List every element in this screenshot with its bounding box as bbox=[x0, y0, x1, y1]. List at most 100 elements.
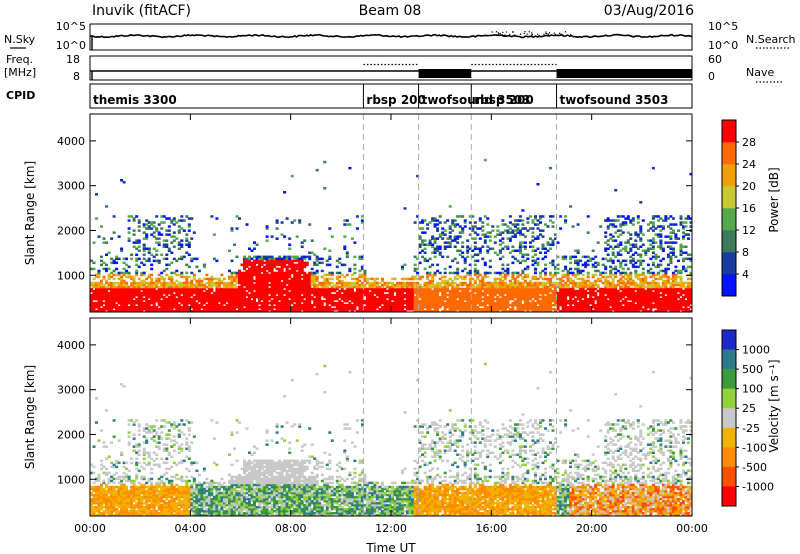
power-cell bbox=[258, 299, 262, 303]
power-cell bbox=[438, 285, 442, 289]
power-cell bbox=[160, 271, 164, 275]
power-cell bbox=[539, 289, 542, 293]
power-cell bbox=[228, 283, 231, 287]
power-cell bbox=[278, 285, 282, 289]
power-cell bbox=[263, 265, 267, 269]
power-cell bbox=[127, 289, 131, 293]
power-cell bbox=[539, 283, 542, 287]
power-cell bbox=[411, 277, 415, 281]
power-cell bbox=[97, 285, 101, 289]
power-cell bbox=[107, 273, 111, 277]
power-cell bbox=[483, 291, 487, 295]
power-cell bbox=[207, 301, 211, 305]
power-cell bbox=[433, 306, 437, 309]
power-cell bbox=[626, 301, 630, 305]
power-cell bbox=[659, 263, 663, 267]
power-cell bbox=[335, 277, 339, 281]
power-cell bbox=[536, 291, 540, 295]
power-cell bbox=[253, 310, 256, 312]
power-cell bbox=[343, 299, 347, 303]
power-cell bbox=[303, 306, 307, 309]
power-cell bbox=[330, 235, 334, 238]
power-cell bbox=[546, 285, 550, 289]
power-cell bbox=[270, 259, 274, 263]
power-cell bbox=[426, 310, 430, 312]
power-cell bbox=[468, 273, 472, 277]
power-cell bbox=[215, 259, 219, 263]
power-cell bbox=[300, 255, 304, 259]
power-cell bbox=[511, 310, 515, 312]
power-cell bbox=[619, 261, 623, 265]
power-cell bbox=[258, 265, 262, 269]
power-cell bbox=[235, 215, 239, 218]
power-cell bbox=[531, 301, 535, 305]
power-cell bbox=[170, 293, 174, 297]
power-cell bbox=[566, 273, 570, 277]
power-cell bbox=[288, 283, 292, 287]
power-cell bbox=[260, 275, 264, 279]
power-cell bbox=[250, 273, 254, 277]
power-cell bbox=[629, 281, 633, 285]
power-cell bbox=[102, 301, 106, 305]
power-cell bbox=[150, 295, 154, 299]
power-cell bbox=[669, 261, 673, 265]
power-cell bbox=[551, 261, 555, 265]
power-cell bbox=[634, 308, 638, 311]
power-cell bbox=[162, 215, 166, 218]
power-cell bbox=[288, 247, 292, 250]
power-cell bbox=[621, 301, 625, 305]
power-cell bbox=[220, 273, 224, 277]
power-cell bbox=[155, 259, 159, 263]
power-cell bbox=[338, 299, 342, 303]
power-cell bbox=[97, 289, 101, 293]
power-cell bbox=[606, 253, 610, 256]
power-cell bbox=[616, 301, 620, 305]
power-cell bbox=[283, 257, 287, 261]
power-cell bbox=[433, 251, 437, 254]
power-cell bbox=[466, 273, 470, 277]
power-cell bbox=[383, 303, 387, 307]
power-cell bbox=[243, 261, 246, 265]
power-cell bbox=[265, 277, 269, 281]
power-cell bbox=[654, 277, 658, 281]
power-cell bbox=[486, 245, 490, 248]
power-cell bbox=[290, 301, 294, 305]
power-cell bbox=[406, 293, 409, 297]
power-cell bbox=[155, 306, 159, 309]
power-cell bbox=[175, 287, 179, 291]
power-cell bbox=[556, 308, 560, 311]
power-cell bbox=[295, 289, 299, 293]
power-cell bbox=[310, 287, 314, 291]
power-cell bbox=[368, 299, 372, 303]
power-cell bbox=[491, 299, 495, 303]
power-cell bbox=[408, 289, 412, 293]
power-cell bbox=[541, 285, 545, 289]
power-cell bbox=[388, 306, 392, 309]
power-cell bbox=[646, 269, 650, 273]
power-cell bbox=[300, 289, 304, 293]
power-cell bbox=[217, 281, 221, 285]
power-cell bbox=[408, 301, 412, 305]
power-cell bbox=[413, 289, 417, 293]
power-cell bbox=[235, 301, 239, 305]
power-cell bbox=[285, 295, 289, 299]
power-cell bbox=[651, 261, 655, 265]
power-cell bbox=[122, 295, 126, 299]
power-cell bbox=[345, 293, 349, 297]
power-cell bbox=[641, 273, 645, 277]
power-cell bbox=[651, 215, 655, 218]
power-cell bbox=[360, 273, 364, 277]
power-cell bbox=[182, 303, 186, 307]
power-cell bbox=[656, 215, 660, 218]
power-cell bbox=[170, 251, 174, 254]
power-cell bbox=[345, 283, 349, 287]
power-cell bbox=[626, 285, 630, 289]
power-cell bbox=[388, 310, 392, 312]
power-cell bbox=[160, 227, 164, 230]
power-cell bbox=[225, 297, 229, 301]
power-cell bbox=[508, 287, 512, 291]
power-cell bbox=[478, 289, 482, 293]
power-cell bbox=[325, 295, 329, 299]
power-cell bbox=[350, 299, 354, 303]
power-cell bbox=[436, 287, 440, 291]
